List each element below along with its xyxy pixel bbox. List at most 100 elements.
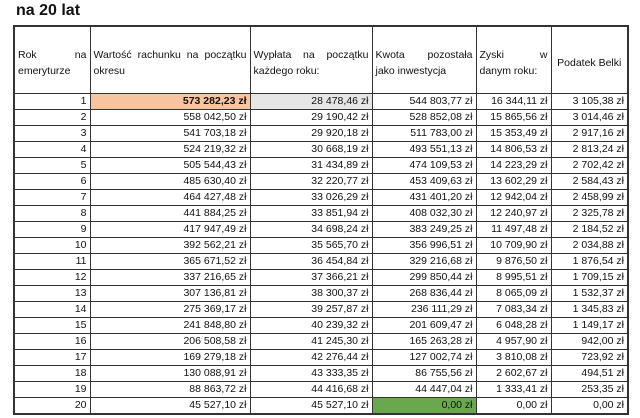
cell-gains[interactable]: 14 223,29 zł	[475, 157, 552, 174]
cell-gains[interactable]: 12 942,04 zł	[475, 189, 552, 206]
cell-remaining[interactable]: 127 002,74 zł	[371, 349, 477, 366]
cell-tax[interactable]: 1 876,54 zł	[550, 253, 629, 270]
cell-remaining[interactable]: 299 850,44 zł	[371, 269, 477, 286]
cell-remaining[interactable]: 329 216,68 zł	[371, 253, 477, 270]
cell-start-value[interactable]: 558 042,50 zł	[89, 109, 251, 126]
cell-payout[interactable]: 42 276,44 zł	[249, 349, 373, 366]
cell-start-value[interactable]: 169 279,18 zł	[89, 349, 251, 366]
cell-payout[interactable]: 35 565,70 zł	[249, 237, 373, 254]
cell-year[interactable]: 6	[13, 173, 91, 190]
cell-remaining[interactable]: 201 609,47 zł	[371, 317, 477, 334]
cell-payout[interactable]: 36 454,84 zł	[249, 253, 373, 270]
cell-payout[interactable]: 29 920,18 zł	[249, 125, 373, 142]
cell-tax[interactable]: 2 917,16 zł	[550, 125, 629, 142]
cell-remaining[interactable]: 493 551,13 zł	[371, 141, 477, 158]
cell-gains[interactable]: 0,00 zł	[475, 397, 552, 415]
cell-year[interactable]: 20	[13, 397, 91, 415]
cell-remaining[interactable]: 165 263,28 zł	[371, 333, 477, 350]
cell-tax[interactable]: 2 584,43 zł	[550, 173, 629, 190]
cell-start-value[interactable]: 441 884,25 zł	[89, 205, 251, 222]
cell-tax[interactable]: 2 702,42 zł	[550, 157, 629, 174]
cell-payout[interactable]: 38 300,37 zł	[249, 285, 373, 302]
cell-start-value[interactable]: 485 630,40 zł	[89, 173, 251, 190]
cell-start-value[interactable]: 524 219,32 zł	[89, 141, 251, 158]
cell-gains[interactable]: 6 048,28 zł	[475, 317, 552, 334]
cell-year[interactable]: 13	[13, 285, 91, 302]
cell-start-value[interactable]: 541 703,18 zł	[89, 125, 251, 142]
cell-start-value[interactable]: 275 369,17 zł	[89, 301, 251, 318]
cell-year[interactable]: 8	[13, 205, 91, 222]
cell-start-value[interactable]: 241 848,80 zł	[89, 317, 251, 334]
cell-payout[interactable]: 28 478,46 zł	[249, 93, 373, 110]
cell-remaining[interactable]: 408 032,30 zł	[371, 205, 477, 222]
cell-gains[interactable]: 12 240,97 zł	[475, 205, 552, 222]
cell-gains[interactable]: 7 083,34 zł	[475, 301, 552, 318]
cell-remaining[interactable]: 474 109,53 zł	[371, 157, 477, 174]
cell-payout[interactable]: 37 366,21 zł	[249, 269, 373, 286]
cell-payout[interactable]: 33 026,29 zł	[249, 189, 373, 206]
cell-remaining[interactable]: 0,00 zł	[371, 397, 477, 415]
cell-payout[interactable]: 39 257,87 zł	[249, 301, 373, 318]
cell-start-value[interactable]: 206 508,58 zł	[89, 333, 251, 350]
cell-year[interactable]: 17	[13, 349, 91, 366]
cell-payout[interactable]: 34 698,24 zł	[249, 221, 373, 238]
cell-payout[interactable]: 45 527,10 zł	[249, 397, 373, 415]
cell-payout[interactable]: 44 416,68 zł	[249, 381, 373, 398]
cell-payout[interactable]: 31 434,89 zł	[249, 157, 373, 174]
cell-remaining[interactable]: 383 249,25 zł	[371, 221, 477, 238]
cell-tax[interactable]: 2 325,78 zł	[550, 205, 629, 222]
cell-remaining[interactable]: 86 755,56 zł	[371, 365, 477, 382]
cell-tax[interactable]: 2 184,52 zł	[550, 221, 629, 238]
cell-start-value[interactable]: 505 544,43 zł	[89, 157, 251, 174]
cell-tax[interactable]: 253,35 zł	[550, 381, 629, 398]
cell-remaining[interactable]: 44 447,04 zł	[371, 381, 477, 398]
cell-payout[interactable]: 30 668,19 zł	[249, 141, 373, 158]
cell-year[interactable]: 9	[13, 221, 91, 238]
cell-tax[interactable]: 2 813,24 zł	[550, 141, 629, 158]
cell-tax[interactable]: 942,00 zł	[550, 333, 629, 350]
cell-tax[interactable]: 494,51 zł	[550, 365, 629, 382]
cell-year[interactable]: 16	[13, 333, 91, 350]
cell-payout[interactable]: 32 220,77 zł	[249, 173, 373, 190]
cell-year[interactable]: 3	[13, 125, 91, 142]
cell-gains[interactable]: 11 497,48 zł	[475, 221, 552, 238]
cell-year[interactable]: 19	[13, 381, 91, 398]
cell-gains[interactable]: 10 709,90 zł	[475, 237, 552, 254]
cell-gains[interactable]: 14 806,53 zł	[475, 141, 552, 158]
cell-tax[interactable]: 1 709,15 zł	[550, 269, 629, 286]
cell-year[interactable]: 18	[13, 365, 91, 382]
cell-gains[interactable]: 9 876,50 zł	[475, 253, 552, 270]
cell-start-value[interactable]: 45 527,10 zł	[89, 397, 251, 415]
cell-start-value[interactable]: 337 216,65 zł	[89, 269, 251, 286]
cell-year[interactable]: 4	[13, 141, 91, 158]
cell-tax[interactable]: 2 458,99 zł	[550, 189, 629, 206]
cell-gains[interactable]: 8 995,51 zł	[475, 269, 552, 286]
cell-gains[interactable]: 1 333,41 zł	[475, 381, 552, 398]
cell-start-value[interactable]: 307 136,81 zł	[89, 285, 251, 302]
cell-year[interactable]: 10	[13, 237, 91, 254]
cell-start-value[interactable]: 130 088,91 zł	[89, 365, 251, 382]
cell-payout[interactable]: 33 851,94 zł	[249, 205, 373, 222]
cell-tax[interactable]: 1 532,37 zł	[550, 285, 629, 302]
cell-year[interactable]: 1	[13, 93, 91, 110]
cell-gains[interactable]: 16 344,11 zł	[475, 93, 552, 110]
cell-payout[interactable]: 43 333,35 zł	[249, 365, 373, 382]
cell-tax[interactable]: 3 014,46 zł	[550, 109, 629, 126]
cell-year[interactable]: 2	[13, 109, 91, 126]
cell-tax[interactable]: 723,92 zł	[550, 349, 629, 366]
cell-tax[interactable]: 3 105,38 zł	[550, 93, 629, 110]
cell-start-value[interactable]: 573 282,23 zł	[89, 93, 251, 110]
cell-start-value[interactable]: 365 671,52 zł	[89, 253, 251, 270]
cell-remaining[interactable]: 268 836,44 zł	[371, 285, 477, 302]
cell-start-value[interactable]: 88 863,72 zł	[89, 381, 251, 398]
cell-gains[interactable]: 15 865,56 zł	[475, 109, 552, 126]
cell-remaining[interactable]: 431 401,20 zł	[371, 189, 477, 206]
cell-payout[interactable]: 29 190,42 zł	[249, 109, 373, 126]
cell-tax[interactable]: 2 034,88 zł	[550, 237, 629, 254]
cell-year[interactable]: 14	[13, 301, 91, 318]
cell-gains[interactable]: 2 602,67 zł	[475, 365, 552, 382]
cell-year[interactable]: 7	[13, 189, 91, 206]
cell-remaining[interactable]: 544 803,77 zł	[371, 93, 477, 110]
cell-gains[interactable]: 3 810,08 zł	[475, 349, 552, 366]
cell-remaining[interactable]: 511 783,00 zł	[371, 125, 477, 142]
